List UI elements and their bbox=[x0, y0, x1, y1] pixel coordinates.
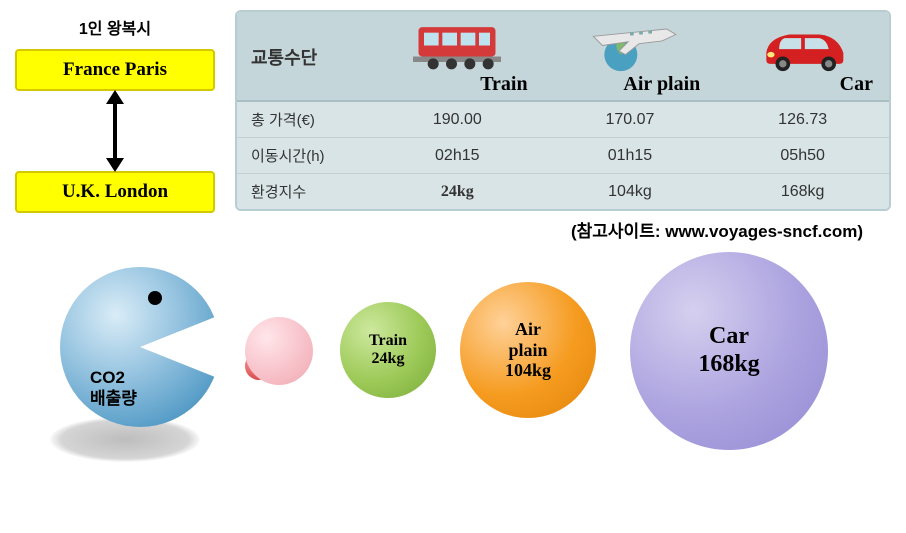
bubble-airplain: Air plain 104kg bbox=[460, 282, 596, 418]
table-row: 환경지수 24kg 104kg 168kg bbox=[237, 174, 889, 210]
vehicle-label: Train bbox=[375, 73, 540, 96]
table-header-row: 교통수단 bbox=[237, 12, 889, 101]
table-row: 총 가격(€) 190.00 170.07 126.73 bbox=[237, 101, 889, 138]
cell-emphasis: 24kg bbox=[371, 174, 544, 210]
vehicle-label: Car bbox=[720, 73, 885, 96]
cell: 01h15 bbox=[544, 138, 717, 174]
table-row: 이동시간(h) 02h15 01h15 05h50 bbox=[237, 138, 889, 174]
top-section: 1인 왕복시 France Paris U.K. London 교통수단 bbox=[0, 0, 906, 242]
cell: 02h15 bbox=[371, 138, 544, 174]
bubble-value: 24kg bbox=[372, 350, 405, 367]
reference-line: (참고사이트: www.voyages-sncf.com) bbox=[235, 211, 891, 242]
row-label: 총 가격(€) bbox=[237, 101, 371, 138]
cell: 168kg bbox=[716, 174, 889, 210]
cell: 05h50 bbox=[716, 138, 889, 174]
bubble-train: Train 24kg bbox=[340, 302, 436, 398]
pacman-label-line2: 배출량 bbox=[90, 389, 137, 408]
bubble-value: 104kg bbox=[505, 360, 551, 380]
pacman-label: CO2 배출량 bbox=[90, 368, 137, 409]
cell: 126.73 bbox=[716, 101, 889, 138]
cell: 170.07 bbox=[544, 101, 717, 138]
vehicle-header-train: Train bbox=[371, 12, 544, 101]
ref-site: www.voyages-sncf.com bbox=[665, 222, 857, 241]
comparison-table-panel: 교통수단 bbox=[235, 10, 891, 211]
pacman-icon: CO2 배출량 bbox=[60, 267, 220, 427]
row-label: 환경지수 bbox=[237, 174, 371, 210]
vehicle-header-car: Car bbox=[716, 12, 889, 101]
bubble-label: Train bbox=[369, 332, 407, 349]
cell: 104kg bbox=[544, 174, 717, 210]
emissions-bubble-section: CO2 배출량 Train 24kg Air plain 104kg Car 1… bbox=[0, 252, 906, 502]
city-from-box: France Paris bbox=[15, 49, 215, 91]
cell: 190.00 bbox=[371, 101, 544, 138]
bubble-car: Car 168kg bbox=[630, 252, 828, 450]
pacman-eye bbox=[148, 291, 162, 305]
pacman-label-line1: CO2 bbox=[90, 368, 125, 387]
route-title: 1인 왕복시 bbox=[15, 15, 215, 39]
double-arrow-icon bbox=[113, 100, 117, 162]
bubble-label: Car bbox=[709, 323, 749, 349]
double-arrow-container bbox=[15, 91, 215, 171]
car-icon bbox=[748, 18, 858, 73]
bubble-value: 168kg bbox=[698, 351, 759, 377]
row-label: 이동시간(h) bbox=[237, 138, 371, 174]
route-panel: 1인 왕복시 France Paris U.K. London bbox=[15, 10, 215, 242]
vehicle-header-plane: Air plain bbox=[544, 12, 717, 101]
bubble-label-l2: plain bbox=[508, 340, 547, 360]
bubble-label-l1: Air bbox=[515, 319, 541, 339]
header-label: 교통수단 bbox=[237, 12, 371, 101]
city-to-box: U.K. London bbox=[15, 171, 215, 213]
bubble-pink bbox=[245, 317, 313, 385]
comparison-table: 교통수단 bbox=[237, 12, 889, 209]
vehicle-label: Air plain bbox=[548, 73, 713, 96]
train-icon bbox=[402, 18, 512, 73]
pacman-wrap: CO2 배출량 bbox=[60, 267, 220, 427]
ref-suffix: ) bbox=[857, 222, 863, 241]
plane-icon bbox=[575, 18, 685, 73]
ref-prefix: (참고사이트: bbox=[571, 222, 665, 241]
